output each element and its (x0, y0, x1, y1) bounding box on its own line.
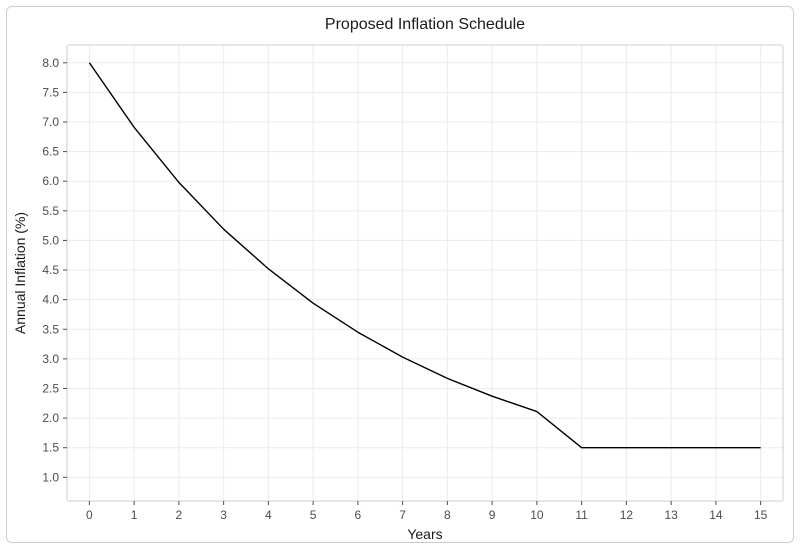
x-tick-label: 8 (444, 508, 451, 522)
y-tick-label: 5.0 (42, 233, 59, 247)
y-axis-label: Annual Inflation (%) (12, 212, 28, 334)
y-tick-label: 6.0 (42, 174, 59, 188)
x-tick-label: 15 (754, 508, 768, 522)
x-tick-label: 2 (176, 508, 183, 522)
x-axis-label: Years (407, 526, 442, 542)
x-tick-label: 9 (489, 508, 496, 522)
x-tick-label: 3 (220, 508, 227, 522)
x-tick-label: 7 (399, 508, 406, 522)
y-tick-label: 3.5 (42, 322, 59, 336)
x-tick-label: 10 (530, 508, 544, 522)
y-tick-label: 4.0 (42, 293, 59, 307)
x-tick-label: 1 (131, 508, 138, 522)
y-tick-label: 7.0 (42, 115, 59, 129)
chart-frame: 01234567891011121314151.01.52.02.53.03.5… (0, 0, 800, 549)
x-tick-label: 11 (575, 508, 588, 522)
chart-panel: 01234567891011121314151.01.52.02.53.03.5… (6, 6, 794, 543)
y-tick-label: 1.0 (42, 470, 59, 484)
y-tick-label: 5.5 (42, 204, 59, 218)
chart-title: Proposed Inflation Schedule (325, 16, 525, 33)
y-tick-label: 2.5 (42, 381, 59, 395)
y-tick-label: 7.5 (42, 85, 59, 99)
x-tick-label: 12 (620, 508, 634, 522)
line-chart: 01234567891011121314151.01.52.02.53.03.5… (7, 7, 793, 542)
y-tick-label: 1.5 (42, 441, 59, 455)
x-tick-label: 0 (86, 508, 93, 522)
x-tick-label: 6 (355, 508, 362, 522)
x-tick-label: 13 (664, 508, 678, 522)
y-tick-label: 2.0 (42, 411, 59, 425)
x-tick-label: 5 (310, 508, 317, 522)
y-tick-label: 3.0 (42, 352, 59, 366)
x-tick-label: 4 (265, 508, 272, 522)
x-tick-label: 14 (709, 508, 723, 522)
y-tick-label: 4.5 (42, 263, 59, 277)
y-tick-label: 8.0 (42, 56, 59, 70)
y-tick-label: 6.5 (42, 145, 59, 159)
